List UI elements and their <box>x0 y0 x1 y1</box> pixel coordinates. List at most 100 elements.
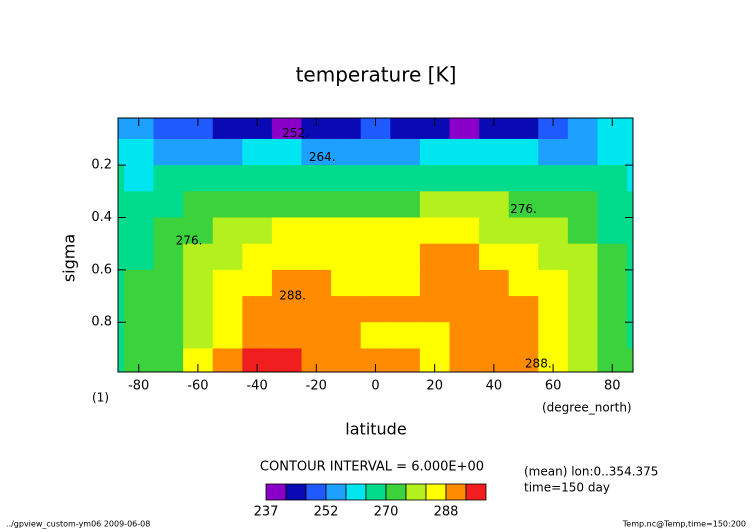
field-cell <box>390 118 421 140</box>
field-cell <box>212 138 243 166</box>
field-cell <box>242 348 273 372</box>
field-cell <box>390 243 421 271</box>
contour-label: 264. <box>309 150 336 164</box>
field-cell <box>419 243 450 271</box>
colorbar-box <box>345 483 367 501</box>
field-cell <box>479 217 510 245</box>
colorbar-label: 270 <box>374 505 399 520</box>
field-cell <box>538 322 569 349</box>
field-cell <box>242 138 273 166</box>
field-cell <box>301 217 332 245</box>
colorbar-label: 252 <box>314 505 339 520</box>
field-cell <box>153 322 184 349</box>
field-cell <box>360 118 391 140</box>
field-cell <box>508 165 539 192</box>
field-cell <box>419 269 450 297</box>
field-cell <box>331 165 362 192</box>
field-cell <box>271 191 303 219</box>
field-cell <box>419 348 450 372</box>
field-cell <box>271 243 303 271</box>
field-cell <box>183 243 214 271</box>
field-cell <box>118 217 125 245</box>
x-tick-label: 80 <box>604 379 621 394</box>
field-cell <box>360 322 391 349</box>
field-cell <box>390 348 421 372</box>
field-cell <box>419 165 450 192</box>
field-cell <box>449 165 480 192</box>
contour-label: 252. <box>282 126 309 140</box>
y-tick-label: 0.8 <box>91 315 112 330</box>
field-cell <box>118 269 125 297</box>
field-cell <box>301 118 332 140</box>
field-cell <box>331 191 362 219</box>
colorbar-box <box>265 483 287 501</box>
colorbar-box <box>305 483 327 501</box>
field-cell <box>627 191 633 219</box>
field-cell <box>183 217 214 245</box>
field-cell <box>331 322 362 349</box>
field-cell <box>419 322 450 349</box>
field-cell <box>153 243 184 271</box>
field-cell <box>360 269 391 297</box>
field-cell <box>449 269 480 297</box>
field-cell <box>331 217 362 245</box>
field-cell <box>301 243 332 271</box>
colorbar-box <box>285 483 307 501</box>
field-cell <box>479 348 510 372</box>
field-cell <box>390 138 421 166</box>
field-cell <box>627 296 633 323</box>
field-cell <box>627 269 633 297</box>
field-cell <box>508 322 539 349</box>
x-unit: (degree_north) <box>542 401 632 415</box>
colorbar-box <box>405 483 427 501</box>
x-tick-label: 60 <box>545 379 562 394</box>
footer-left: ../gpview_custom-ym06 2009-06-08 <box>6 520 150 529</box>
field-cell <box>449 217 480 245</box>
contour-interval: CONTOUR INTERVAL = 6.000E+00 <box>260 460 484 475</box>
x-tick-label: -20 <box>306 379 327 394</box>
field-cell <box>567 322 598 349</box>
field-cell <box>271 217 303 245</box>
field-cell <box>153 165 184 192</box>
field-cell <box>508 243 539 271</box>
field-cell <box>567 217 598 245</box>
field-cell <box>419 296 450 323</box>
field-cell <box>360 296 391 323</box>
field-cell <box>301 296 332 323</box>
x-tick-label: 40 <box>486 379 503 394</box>
field-cell <box>538 118 569 140</box>
field-cell <box>183 191 214 219</box>
field-cell <box>597 296 628 323</box>
field-cell <box>479 138 510 166</box>
field-cell <box>183 348 214 372</box>
field-cell <box>153 348 184 372</box>
field-cell <box>508 118 539 140</box>
field-cell <box>360 348 391 372</box>
field-cell <box>212 217 243 245</box>
x-tick-label: -40 <box>246 379 267 394</box>
colorbar-box <box>385 483 407 501</box>
field-cell <box>508 138 539 166</box>
field-cell <box>331 269 362 297</box>
colorbar-box <box>465 483 487 501</box>
field-cell <box>390 296 421 323</box>
field-cell <box>301 269 332 297</box>
field-cell <box>301 348 332 372</box>
field-cell <box>123 296 155 323</box>
field-cell <box>301 138 332 166</box>
field-cell <box>242 296 273 323</box>
field-cell <box>271 165 303 192</box>
field-cell <box>479 191 510 219</box>
field-cell <box>212 191 243 219</box>
field-cell <box>449 296 480 323</box>
field-cell <box>567 243 598 271</box>
footer-right: Temp.nc@Temp,time=150:200 <box>622 520 746 529</box>
field-cell <box>271 138 303 166</box>
field-cell <box>118 118 125 140</box>
info-text: (mean) lon:0..354.375 <box>524 465 658 479</box>
field-cell <box>567 269 598 297</box>
y-tick-label: 0.4 <box>91 210 112 225</box>
field-cell <box>538 217 569 245</box>
field-cell <box>479 165 510 192</box>
field-cell <box>242 217 273 245</box>
